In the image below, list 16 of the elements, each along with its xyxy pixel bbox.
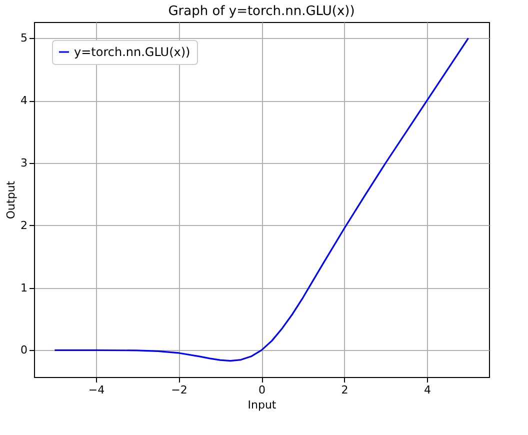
y-tick-label: 5 bbox=[20, 32, 28, 45]
y-axis-title: Output bbox=[4, 180, 18, 220]
y-tick-label: 2 bbox=[20, 218, 28, 232]
y-tick-label: 1 bbox=[20, 281, 28, 294]
x-tick-label: 2 bbox=[341, 384, 348, 396]
legend-label: y=torch.nn.GLU(x)) bbox=[74, 45, 190, 59]
y-tick-label: 4 bbox=[20, 94, 28, 108]
y-tick-label: 3 bbox=[20, 156, 28, 170]
x-axis-title: Input bbox=[248, 398, 277, 412]
x-tick-label: −4 bbox=[88, 384, 105, 396]
x-tick-label: 4 bbox=[424, 384, 431, 396]
chart-title: Graph of y=torch.nn.GLU(x)) bbox=[168, 4, 355, 19]
y-tick-label: 0 bbox=[20, 344, 28, 357]
x-tick-label: −2 bbox=[171, 384, 188, 396]
x-tick-label: 0 bbox=[258, 384, 266, 396]
line-series bbox=[54, 37, 470, 362]
